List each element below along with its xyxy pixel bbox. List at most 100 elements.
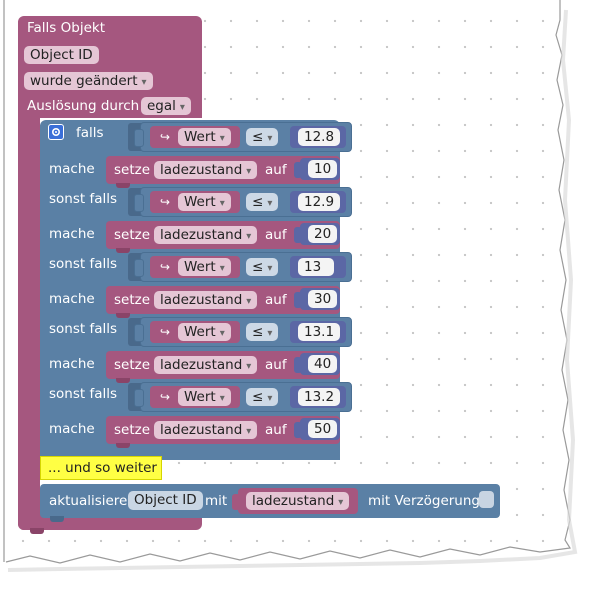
trigger-block-footer [18, 514, 202, 530]
to-label: auf [265, 422, 287, 438]
update-object-id-field[interactable]: Object ID [128, 491, 203, 510]
target-variable-dropdown[interactable]: ladezustand [154, 226, 258, 244]
condition-dropdown-label: wurde geändert [30, 73, 138, 89]
threshold-value[interactable]: 12.8 [298, 128, 341, 146]
return-arrow-icon: ↪ [160, 390, 171, 404]
trigger-type-label: Auslösung durch [27, 98, 140, 114]
set-next-connector [116, 378, 130, 383]
if-block-bottom [40, 444, 106, 458]
else-if-label: sonst falls [49, 321, 118, 337]
update-label: aktualisiere [49, 493, 128, 509]
update-next-connector [50, 516, 64, 522]
do-label: mache [49, 291, 95, 307]
gear-icon[interactable] [48, 124, 64, 140]
target-variable-name: ladezustand [160, 357, 243, 373]
to-label: auf [265, 292, 287, 308]
operator-dropdown[interactable]: ≤ [246, 323, 279, 341]
target-variable-dropdown[interactable]: ladezustand [154, 421, 258, 439]
variable-dropdown[interactable]: Wert [178, 258, 231, 276]
do-label: mache [49, 161, 95, 177]
delay-checkbox[interactable] [479, 491, 494, 508]
trigger-block-spine [18, 116, 40, 530]
threshold-value[interactable]: 13.2 [298, 388, 341, 406]
set-next-connector [116, 183, 130, 188]
target-variable-name: ladezustand [160, 227, 243, 243]
return-arrow-icon: ↪ [160, 195, 171, 209]
threshold-value[interactable]: 13 [298, 258, 334, 276]
variable-dropdown[interactable]: Wert [178, 128, 231, 146]
compare-output-tab [134, 324, 144, 342]
return-arrow-icon: ↪ [160, 260, 171, 274]
return-arrow-icon: ↪ [160, 325, 171, 339]
to-label: auf [265, 162, 287, 178]
else-if-label: sonst falls [49, 256, 118, 272]
set-value[interactable]: 30 [308, 290, 338, 308]
variable-name: Wert [184, 194, 216, 210]
compare-output-tab [134, 259, 144, 277]
if-label: falls [76, 125, 104, 141]
variable-name: Wert [184, 259, 216, 275]
do-label: mache [49, 356, 95, 372]
operator-symbol: ≤ [252, 389, 264, 405]
value-output-tab [294, 357, 302, 373]
trigger-type-value: egal [147, 98, 176, 114]
variable-name: Wert [184, 389, 216, 405]
set-label: setze [114, 357, 151, 373]
operator-symbol: ≤ [252, 324, 264, 340]
operator-dropdown[interactable]: ≤ [246, 128, 279, 146]
value-output-tab [294, 422, 302, 438]
do-label: mache [49, 421, 95, 437]
set-label: setze [114, 227, 151, 243]
target-variable-name: ladezustand [160, 292, 243, 308]
target-variable-dropdown[interactable]: ladezustand [154, 356, 258, 374]
target-variable-dropdown[interactable]: ladezustand [154, 161, 258, 179]
else-if-label: sonst falls [49, 191, 118, 207]
operator-symbol: ≤ [252, 194, 264, 210]
trigger-type-dropdown[interactable]: egal [141, 97, 191, 115]
variable-dropdown[interactable]: Wert [178, 388, 231, 406]
operator-dropdown[interactable]: ≤ [246, 193, 279, 211]
object-id-field[interactable]: Object ID [24, 46, 99, 64]
threshold-value[interactable]: 13.1 [298, 323, 341, 341]
variable-name: Wert [184, 324, 216, 340]
trigger-title: Falls Objekt [27, 20, 105, 36]
target-variable-dropdown[interactable]: ladezustand [154, 291, 258, 309]
value-output-tab [294, 227, 302, 243]
set-next-connector [116, 443, 130, 448]
set-label: setze [114, 422, 151, 438]
update-variable-dropdown[interactable]: ladezustand [246, 492, 350, 510]
set-next-connector [116, 313, 130, 318]
set-label: setze [114, 292, 151, 308]
threshold-value[interactable]: 12.9 [298, 193, 341, 211]
to-label: auf [265, 357, 287, 373]
operator-dropdown[interactable]: ≤ [246, 388, 279, 406]
to-label: auf [265, 227, 287, 243]
update-mit-label: mit [205, 493, 228, 509]
compare-output-tab [134, 389, 144, 407]
set-next-connector [116, 248, 130, 253]
variable-name: Wert [184, 129, 216, 145]
operator-dropdown[interactable]: ≤ [246, 258, 279, 276]
comment-block[interactable] [40, 456, 162, 480]
return-arrow-icon: ↪ [160, 130, 171, 144]
trigger-next-connector [30, 528, 44, 534]
compare-output-tab [134, 129, 144, 147]
value-output-tab [294, 162, 302, 178]
set-value[interactable]: 40 [308, 355, 338, 373]
set-label: setze [114, 162, 151, 178]
variable-dropdown[interactable]: Wert [178, 193, 231, 211]
operator-symbol: ≤ [252, 259, 264, 275]
comment-text: ... und so weiter [48, 460, 157, 476]
target-variable-name: ladezustand [160, 422, 243, 438]
else-if-label: sonst falls [49, 386, 118, 402]
set-value[interactable]: 10 [308, 160, 338, 178]
variable-dropdown[interactable]: Wert [178, 323, 231, 341]
operator-symbol: ≤ [252, 129, 264, 145]
set-value[interactable]: 50 [308, 420, 338, 438]
compare-output-tab [134, 194, 144, 212]
target-variable-name: ladezustand [160, 162, 243, 178]
do-label: mache [49, 226, 95, 242]
set-value[interactable]: 20 [308, 225, 338, 243]
condition-dropdown[interactable]: wurde geändert [24, 72, 153, 90]
